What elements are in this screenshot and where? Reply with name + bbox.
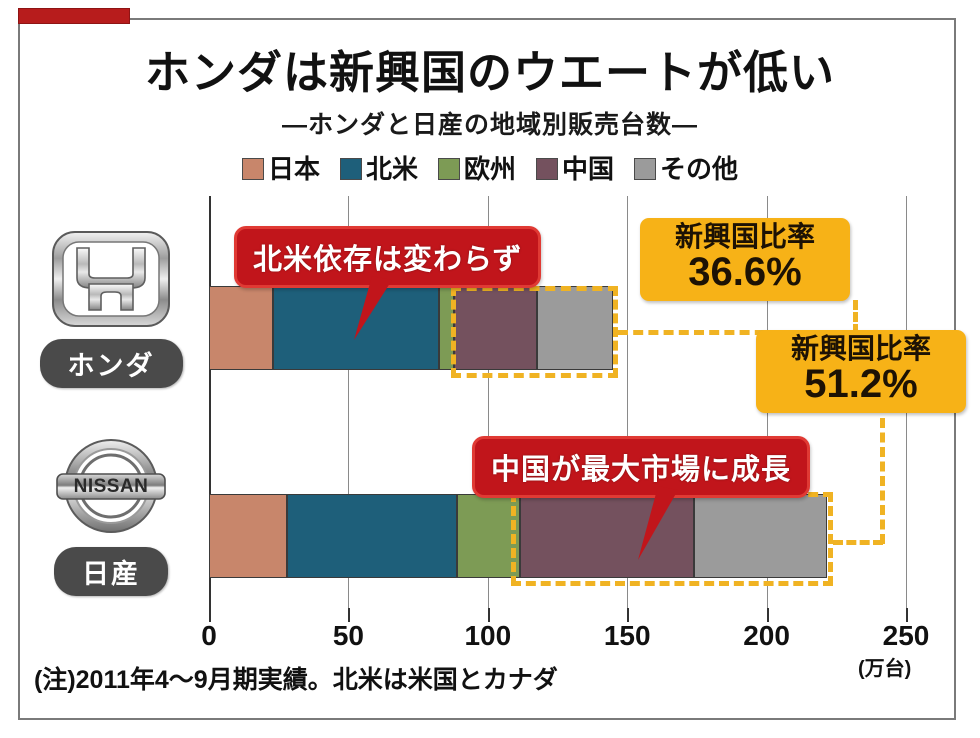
gridline-100 bbox=[487, 196, 489, 608]
emphasis-box-honda bbox=[451, 286, 618, 378]
nissan-logo-icon: NISSAN bbox=[56, 439, 166, 533]
bar-segment-その他 bbox=[536, 286, 614, 370]
bar-segment-北米 bbox=[287, 494, 458, 578]
callout-value: 36.6% bbox=[688, 250, 802, 295]
callout-title: 新興国比率 bbox=[674, 221, 815, 252]
legend-label: 日本 bbox=[267, 154, 320, 184]
tickmark-50 bbox=[348, 608, 351, 622]
brand-label: 日産 bbox=[54, 547, 168, 596]
bubble-nissan: 中国が最大市場に成長 bbox=[472, 436, 811, 498]
legend-swatch bbox=[634, 158, 657, 180]
footnote: (注)2011年4〜9月期実績。北米は米国とカナダ bbox=[34, 666, 558, 694]
bubble-tail-nissan bbox=[638, 486, 678, 560]
connector-nissan-v bbox=[880, 418, 885, 544]
gridline-50 bbox=[348, 196, 350, 608]
tickmark-100 bbox=[487, 608, 490, 622]
bar-segment-日本 bbox=[209, 494, 288, 578]
legend-swatch bbox=[339, 158, 362, 180]
tick-label-250: 250 bbox=[882, 620, 930, 651]
legend-swatch bbox=[437, 158, 460, 180]
legend-item-その他: その他 bbox=[634, 156, 738, 182]
tickmark-150 bbox=[627, 608, 630, 622]
brand-label: ホンダ bbox=[39, 339, 183, 388]
tickmark-200 bbox=[766, 608, 769, 622]
legend-item-中国: 中国 bbox=[536, 156, 614, 182]
tick-label-100: 100 bbox=[464, 620, 512, 651]
legend-label: 北米 bbox=[365, 154, 418, 184]
legend: 日本 北米 欧州 中国 その他 bbox=[0, 156, 980, 182]
svg-text:NISSAN: NISSAN bbox=[74, 476, 149, 497]
bar-segment-日本 bbox=[209, 286, 274, 370]
axis-unit-label: (万台) bbox=[858, 658, 912, 680]
legend-item-欧州: 欧州 bbox=[437, 154, 516, 184]
honda-logo-icon bbox=[52, 231, 170, 327]
connector-honda-v bbox=[853, 300, 858, 334]
callout-honda: 新興国比率 36.6% bbox=[640, 218, 850, 302]
callout-value: 51.2% bbox=[804, 362, 918, 407]
gridline-0 bbox=[209, 196, 211, 608]
bar-segment-その他 bbox=[694, 494, 827, 578]
legend-item-北米: 北米 bbox=[339, 154, 418, 184]
legend-swatch bbox=[536, 158, 558, 180]
bubble-text: 北米依存は変わらず bbox=[253, 244, 523, 276]
bubble-text: 中国が最大市場に成長 bbox=[491, 454, 792, 486]
legend-label: 欧州 bbox=[463, 154, 516, 184]
connector-nissan-h bbox=[833, 540, 883, 545]
page-subtitle: ―ホンダと日産の地域別販売台数― bbox=[281, 111, 698, 139]
tick-label-200: 200 bbox=[743, 620, 790, 651]
connector-honda-h bbox=[618, 330, 856, 335]
bar-ホンダ bbox=[209, 286, 906, 370]
tick-label-0: 0 bbox=[201, 620, 217, 651]
legend-label: その他 bbox=[660, 154, 739, 184]
legend-label: 中国 bbox=[562, 154, 615, 184]
callout-title: 新興国比率 bbox=[790, 333, 931, 364]
legend-swatch bbox=[241, 158, 264, 180]
brand-nissan: NISSAN 日産 bbox=[26, 430, 196, 596]
callout-nissan: 新興国比率 51.2% bbox=[756, 330, 966, 414]
bubble-tail-honda bbox=[354, 276, 392, 340]
bar-segment-北米 bbox=[273, 286, 439, 370]
tick-label-50: 50 bbox=[332, 620, 364, 651]
legend-item-日本: 日本 bbox=[241, 154, 320, 184]
bar-segment-欧州 bbox=[457, 494, 520, 578]
tick-label-150: 150 bbox=[603, 620, 651, 651]
accent-bar bbox=[18, 8, 130, 24]
tickmark-0 bbox=[209, 608, 211, 622]
page-title: ホンダは新興国のウエートが低い bbox=[144, 48, 835, 98]
tickmark-250 bbox=[906, 608, 908, 622]
brand-honda: ホンダ bbox=[26, 222, 196, 388]
gridline-150 bbox=[627, 196, 629, 608]
